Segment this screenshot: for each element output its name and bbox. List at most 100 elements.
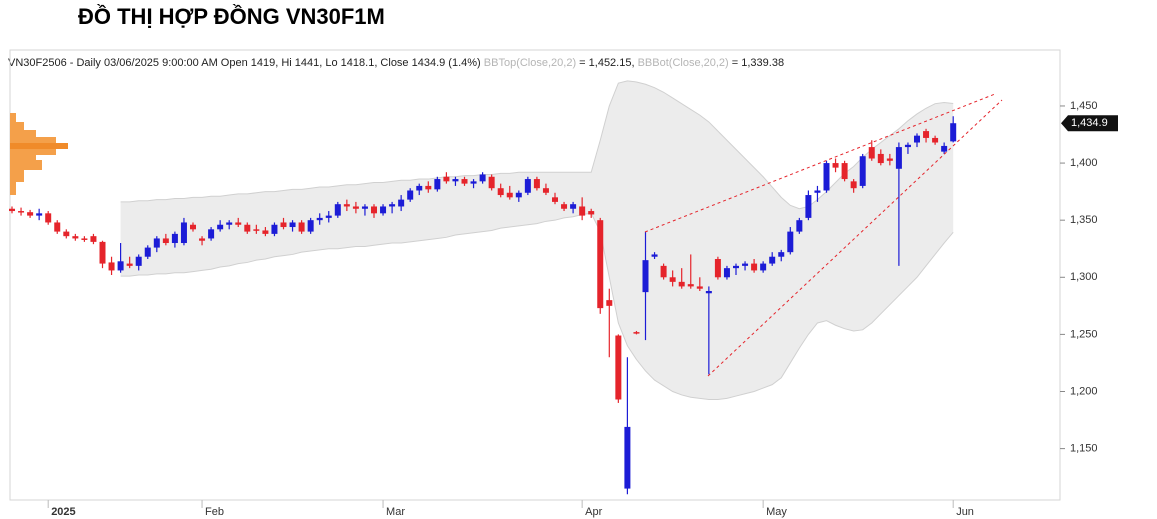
candle-body	[723, 268, 730, 278]
candle-body	[144, 247, 151, 257]
candle-body	[226, 222, 233, 225]
bb-bot-name: BBBot(Close,20,2)	[638, 57, 729, 69]
candle-body	[452, 179, 459, 182]
candle-body	[923, 131, 930, 138]
candle-body	[533, 179, 540, 189]
candle-body	[235, 222, 242, 225]
candle-body	[18, 211, 25, 213]
candle-body	[805, 195, 812, 218]
x-tick-label: Feb	[205, 506, 224, 518]
candle-body	[9, 208, 15, 212]
candle-body	[171, 233, 178, 244]
band-lower	[120, 212, 954, 400]
candle-body	[868, 147, 875, 159]
candle-body	[886, 158, 893, 161]
candle-body	[760, 263, 767, 271]
candle-body	[325, 215, 332, 218]
chart-title: ĐỒ THỊ HỢP ĐỒNG VN30F1M	[78, 4, 385, 29]
plot-frame	[9, 49, 1061, 501]
candle-body	[479, 174, 486, 182]
candle-body	[914, 135, 920, 143]
candle-body	[289, 222, 296, 228]
candle-body	[859, 156, 866, 186]
candle-body	[108, 262, 115, 271]
candle-body	[45, 213, 52, 223]
candle-body	[280, 222, 287, 228]
y-tick-label: 1,400	[1070, 157, 1098, 169]
candle-body	[524, 179, 531, 193]
candle-body	[63, 231, 70, 237]
candle-body	[651, 254, 658, 257]
info-line: VN30F2506 - Daily 03/06/2025 9:00:00 AM …	[8, 57, 784, 69]
candle-body	[796, 220, 803, 232]
bb-top-name: BBTop(Close,20,2)	[484, 57, 576, 69]
candle-body	[398, 199, 405, 207]
candle-body	[307, 220, 314, 232]
candle-body	[769, 256, 776, 264]
candle-body	[742, 263, 749, 266]
candle-body	[262, 230, 269, 234]
candle-body	[904, 144, 911, 148]
candle-body	[615, 335, 622, 400]
candle-body	[316, 217, 323, 221]
candle-body	[633, 332, 640, 334]
candle-body	[389, 204, 396, 207]
x-tick-label: 2025	[51, 506, 75, 518]
candle-body	[443, 176, 450, 182]
candle-body	[425, 185, 432, 190]
last-price-label: 1,434.9	[1071, 117, 1108, 129]
candle-body	[190, 224, 196, 230]
candle-body	[733, 265, 739, 269]
candle-body	[778, 252, 785, 257]
candle-body	[895, 147, 902, 169]
candle-body	[334, 204, 341, 216]
candle-body	[371, 206, 377, 214]
candle-body	[841, 163, 848, 180]
x-tick-label: Jun	[956, 506, 974, 518]
candle-body	[343, 204, 350, 207]
volume-profile	[10, 113, 68, 195]
candle-body	[814, 190, 821, 193]
candle-body	[361, 206, 368, 209]
candle-body	[36, 213, 43, 216]
bb-bot-value: = 1,339.38	[732, 57, 784, 69]
band-fill	[120, 80, 954, 400]
candle-body	[696, 286, 703, 289]
candle-body	[352, 206, 359, 209]
candle-body	[570, 204, 577, 209]
candle-body	[153, 238, 160, 248]
candle-body	[506, 192, 513, 198]
candle-body	[877, 153, 884, 164]
candle-body	[217, 224, 224, 230]
y-tick-label: 1,450	[1070, 100, 1098, 112]
candle-body	[72, 236, 79, 239]
candle-body	[669, 277, 676, 282]
last-price-tag	[1061, 115, 1118, 132]
candle-body	[117, 261, 124, 271]
candle-body	[380, 206, 387, 214]
candle-body	[950, 123, 957, 142]
candle-body	[932, 137, 939, 143]
candle-body	[787, 231, 794, 253]
candle-body	[823, 163, 830, 191]
band-upper	[120, 80, 954, 210]
candle-body	[497, 188, 504, 196]
y-tick-label: 1,200	[1070, 385, 1098, 397]
candle-body	[434, 179, 441, 190]
candle-body	[99, 241, 106, 264]
candle-body	[461, 179, 468, 184]
candle-body	[27, 212, 34, 216]
candle-body	[624, 426, 631, 489]
y-tick-label: 1,150	[1070, 443, 1098, 455]
candle-body	[54, 222, 61, 232]
candle-body	[751, 263, 758, 271]
info-summary: VN30F2506 - Daily 03/06/2025 9:00:00 AM …	[8, 57, 481, 69]
candle-body	[597, 220, 604, 309]
candle-body	[271, 224, 278, 234]
candle-body	[407, 190, 414, 200]
candle-body	[253, 229, 260, 231]
candle-body	[832, 163, 839, 168]
y-tick-label: 1,250	[1070, 328, 1098, 340]
candle-body	[126, 263, 133, 266]
